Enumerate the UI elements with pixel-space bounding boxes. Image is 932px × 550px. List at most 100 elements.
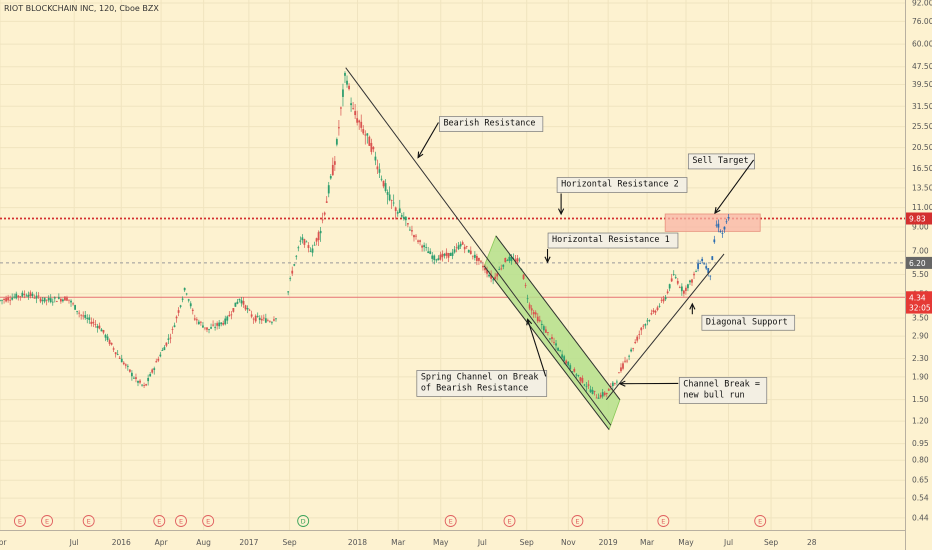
candle-body [658, 305, 661, 307]
candle-body [82, 315, 85, 317]
x-tick-label: 2018 [348, 538, 367, 547]
candle-body [699, 263, 702, 264]
candle-body [135, 377, 137, 379]
candle-body [443, 253, 446, 256]
candle-body [206, 327, 208, 330]
x-tick-label: 2017 [239, 538, 258, 547]
candle-body [169, 337, 172, 339]
event-marker-label: E [206, 518, 210, 526]
candle-body [108, 340, 111, 344]
candle-body [173, 325, 176, 328]
x-axis: Apr Jul 2016 Apr Aug 2017 Sep 2018 Mar May Jul Sep N… [0, 530, 905, 547]
candle-body [447, 252, 450, 258]
candle-body [273, 319, 275, 321]
candle-body [291, 270, 294, 274]
candle-body [640, 327, 643, 331]
candle-body [321, 219, 324, 221]
candle-body [413, 235, 415, 238]
annotation-text: Channel Break = [683, 379, 760, 389]
candle-body [226, 316, 229, 321]
earnings-marker[interactable] [41, 515, 54, 527]
candle-body [323, 212, 326, 215]
candle-body [185, 293, 188, 295]
candle-body [346, 80, 348, 85]
candle-body [3, 298, 5, 300]
candle-body [611, 382, 614, 387]
candle-body [299, 240, 302, 242]
candle-body [19, 296, 22, 298]
candle-body [494, 276, 497, 279]
candle-body [707, 268, 710, 274]
earnings-marker[interactable] [175, 515, 187, 527]
candle-body [607, 389, 610, 391]
candle-body [417, 240, 419, 242]
candle-body [557, 348, 559, 351]
candle-body [516, 258, 519, 262]
candle-body [137, 380, 139, 383]
candle-body [289, 278, 292, 280]
event-marker-label: E [179, 518, 183, 526]
price-label: 32:05 [909, 304, 931, 313]
candle-body [13, 296, 16, 298]
candle-body [356, 118, 359, 123]
candle-body [232, 308, 235, 312]
annotation-text: of Bearish Resistance [421, 383, 528, 393]
candle-body [709, 275, 712, 277]
candle-body [96, 326, 99, 328]
y-tick-label: 9.00 [912, 222, 929, 231]
candle-body [386, 191, 389, 195]
y-tick-label: 3.50 [912, 313, 929, 322]
candle-body [126, 365, 129, 367]
candle-body [439, 254, 442, 260]
candle-body [719, 231, 722, 233]
earnings-marker[interactable] [444, 515, 457, 527]
candle-body [490, 274, 492, 279]
earnings-marker[interactable] [571, 515, 584, 527]
candle-body [250, 314, 253, 317]
candle-body [419, 240, 421, 242]
y-tick-label: 16.50 [912, 164, 932, 173]
y-tick-label: 31.50 [912, 102, 932, 111]
candle-body [114, 352, 117, 355]
candle-body [394, 207, 397, 212]
candle-body [390, 200, 393, 201]
candle-body [496, 273, 499, 277]
candle-body [579, 377, 582, 381]
candle-body [15, 293, 18, 299]
annotation-text: Spring Channel on Break [421, 372, 539, 382]
candle-body [404, 216, 407, 221]
candle-body [415, 235, 417, 237]
candle-body [9, 299, 12, 301]
dividend-marker[interactable] [297, 515, 310, 527]
candle-body [100, 329, 103, 332]
candle-body [563, 356, 566, 361]
x-tick-label: Apr [0, 538, 7, 547]
candle-body [717, 223, 720, 228]
candle-body [691, 279, 693, 283]
earnings-marker[interactable] [503, 515, 516, 527]
candle-body [352, 108, 355, 109]
earnings-marker[interactable] [82, 515, 95, 527]
event-marker-label: E [758, 518, 762, 526]
earnings-marker[interactable] [153, 515, 166, 527]
candle-body [370, 142, 373, 152]
y-tick-label: 5.50 [912, 270, 929, 279]
candle-body [80, 314, 83, 316]
candle-body [605, 392, 608, 395]
candle-body [342, 89, 344, 97]
earnings-marker[interactable] [657, 515, 670, 527]
annotation-box [556, 177, 688, 193]
earnings-marker[interactable] [13, 515, 26, 527]
candle-body [630, 349, 633, 352]
candle-body [62, 299, 64, 302]
candle-body [70, 300, 72, 303]
candle-body [587, 384, 590, 386]
candle-body [187, 299, 190, 301]
candle-body [177, 310, 180, 313]
candle-body [327, 185, 330, 194]
earnings-marker[interactable] [754, 515, 767, 527]
earnings-marker[interactable] [202, 515, 215, 527]
annotation-text: new bull run [683, 390, 744, 400]
x-tick-label: 28 [807, 538, 817, 547]
